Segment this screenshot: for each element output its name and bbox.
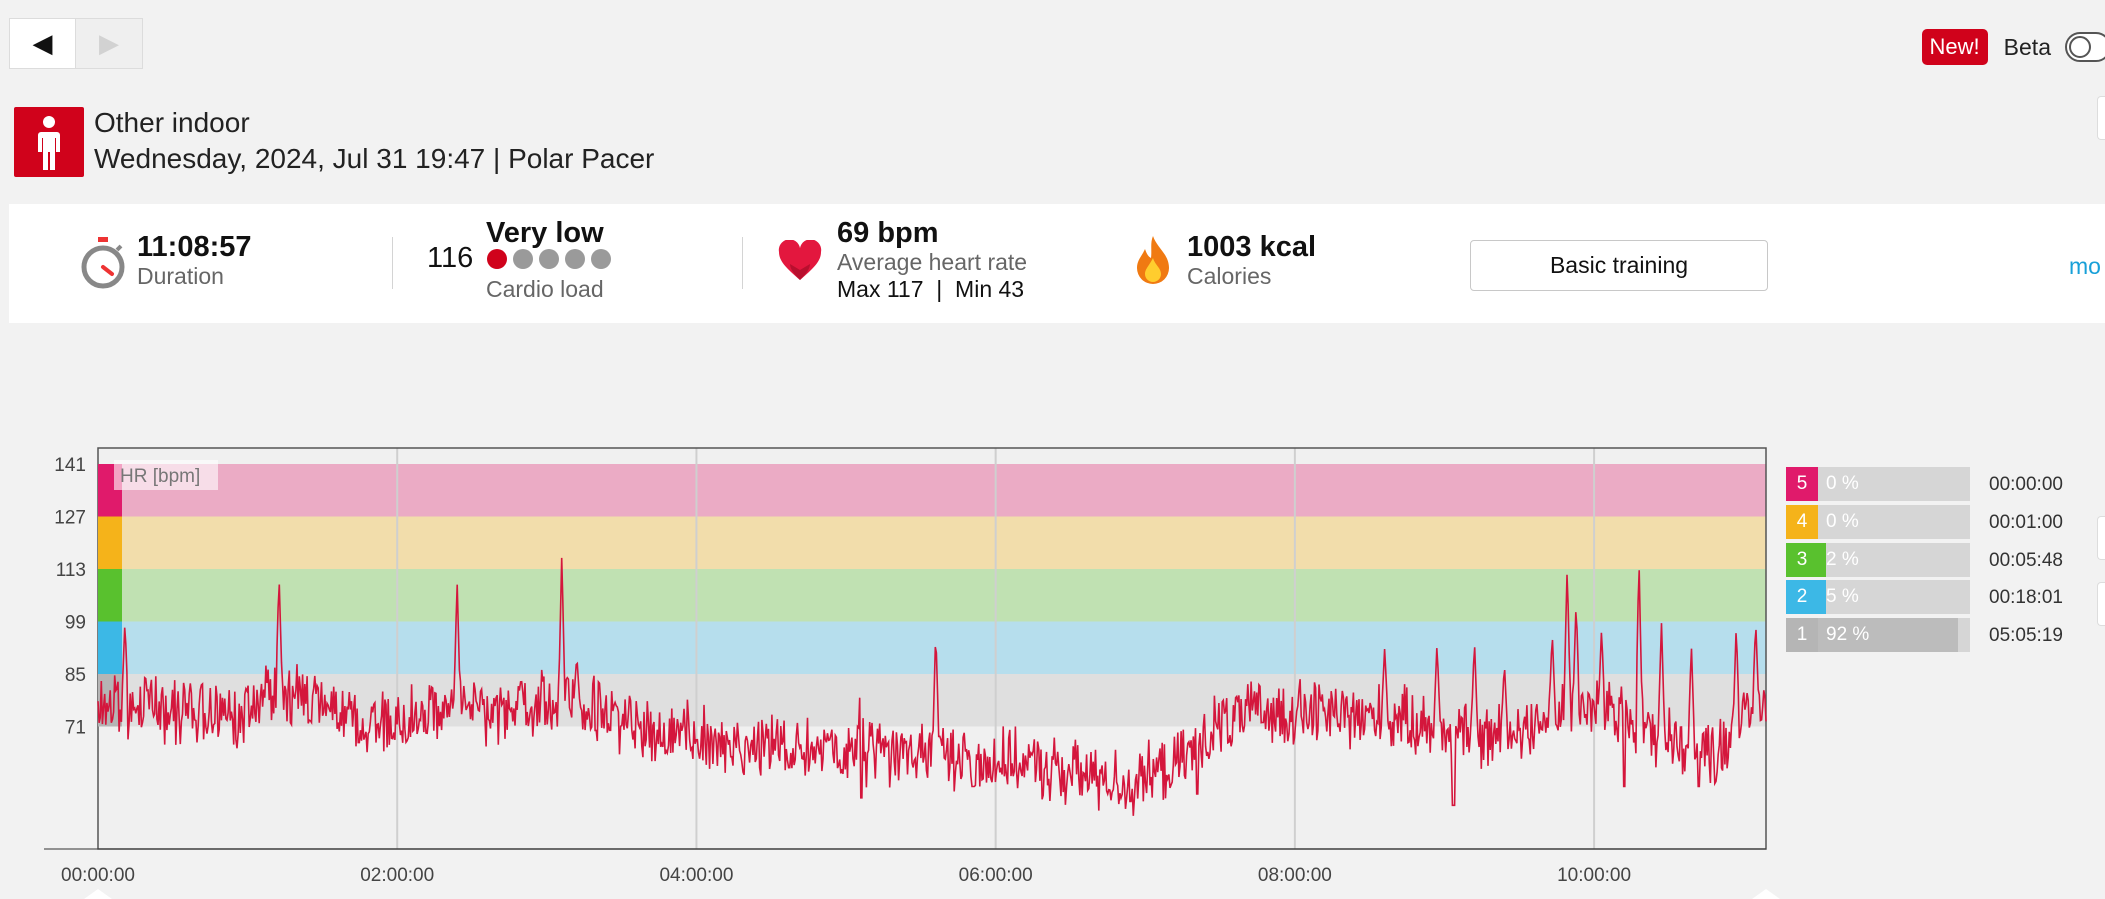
zone-time: 00:00:00 [1989, 474, 2063, 495]
duration-label: Duration [137, 263, 224, 289]
zone-band-3 [98, 569, 1766, 622]
side-panel-tab[interactable] [2097, 582, 2105, 626]
zone-number: 4 [1786, 504, 1818, 539]
zone-number: 1 [1786, 618, 1818, 653]
cardio-load-level: Very low [486, 217, 604, 249]
training-benefit-button[interactable]: Basic training [1470, 240, 1768, 291]
x-tick-label: 00:00:00 [61, 865, 135, 886]
previous-session-button[interactable]: ◀ [9, 18, 76, 69]
y-tick-label: 85 [65, 665, 86, 686]
zone-band-4 [98, 516, 1766, 569]
flame-icon [1133, 234, 1173, 293]
series-label: HR [bpm] [120, 466, 200, 487]
heart-rate-chart: 141 127 113 99 85 71 00:00:00 02:00:00 04:00:00… [44, 447, 1780, 899]
cardio-load-dots [487, 249, 611, 269]
average-heart-rate: 69 bpm [837, 217, 939, 249]
new-badge: New! [1921, 29, 1988, 65]
divider [392, 237, 393, 289]
zone-strip-3 [98, 569, 122, 622]
summary-panel: 11:08:57 Duration 116 Very low Cardio lo… [9, 204, 2105, 323]
zone-row-1: 1 92 % 05:05:19 [1786, 618, 2105, 653]
zone-row-3: 3 2 % 00:05:48 [1786, 542, 2105, 577]
cardio-load-dot [487, 249, 507, 269]
x-tick-label: 02:00:00 [360, 865, 434, 886]
cardio-load-dot [513, 249, 533, 269]
session-date-device: Wednesday, 2024, Jul 31 19:47 | Polar Pa… [94, 143, 655, 174]
beta-switch-area: New! Beta [1921, 29, 2105, 65]
forward-arrow-icon: ▶ [99, 28, 119, 58]
side-panel-tab[interactable] [2097, 516, 2105, 560]
zone-bar-fill [1818, 580, 1826, 615]
zone-strip-4 [98, 516, 122, 569]
y-tick-label: 127 [54, 508, 86, 529]
heart-icon [778, 239, 822, 287]
zone-bar: 5 % [1818, 580, 1970, 615]
zone-bar: 2 % [1818, 542, 1970, 577]
zone-number: 2 [1786, 580, 1818, 615]
zone-bar-fill [1818, 618, 1958, 653]
zone-percent: 0 % [1826, 510, 1859, 532]
max-min-heart-rate: Max 117 | Min 43 [837, 276, 1025, 302]
zone-bar: 0 % [1818, 467, 1970, 501]
beta-label: Beta [2003, 33, 2051, 60]
cardio-load-value: 116 [427, 242, 474, 274]
zone-time: 05:05:19 [1989, 625, 2063, 647]
zone-time: 00:01:00 [1989, 511, 2063, 533]
zone-time: 00:18:01 [1989, 587, 2063, 609]
back-arrow-icon: ◀ [32, 28, 53, 58]
zone-row-5: 5 0 % 00:00:00 [1786, 467, 2105, 501]
heart-rate-series-line [97, 557, 1767, 816]
zone-bar: 0 % [1818, 504, 1970, 539]
range-handle-left[interactable] [84, 889, 112, 899]
sport-name: Other indoor [94, 107, 250, 138]
y-tick-label: 99 [65, 613, 86, 634]
x-tick-label: 08:00:00 [1258, 865, 1332, 886]
zone-bar-fill [1818, 542, 1826, 577]
x-tick-label: 10:00:00 [1557, 865, 1631, 886]
calories-value: 1003 kcal [1187, 231, 1317, 263]
range-handle-right[interactable] [1752, 889, 1780, 899]
zone-percent: 2 % [1826, 548, 1859, 570]
zone-time: 00:05:48 [1989, 549, 2063, 571]
calories-label: Calories [1187, 263, 1272, 289]
zone-row-4: 4 0 % 00:01:00 [1786, 504, 2105, 539]
average-heart-rate-label: Average heart rate [837, 249, 1028, 275]
cardio-load-dot [539, 249, 559, 269]
toggle-knob [2069, 36, 2091, 58]
series-label-box [114, 460, 218, 490]
zone-band-5 [98, 464, 1766, 517]
cardio-load-label: Cardio load [486, 276, 604, 302]
zone-number: 3 [1786, 542, 1818, 577]
zone-row-2: 2 5 % 00:18:01 [1786, 580, 2105, 615]
zone-percent: 92 % [1826, 624, 1870, 646]
x-tick-label: 04:00:00 [659, 865, 733, 886]
x-tick-label: 06:00:00 [959, 865, 1033, 886]
divider [742, 237, 743, 289]
y-tick-label: 113 [56, 560, 86, 581]
zone-percent: 0 % [1826, 473, 1859, 494]
history-navigation: ◀ ▶ [9, 18, 143, 69]
cardio-load-dot [591, 249, 611, 269]
person-standing-icon [14, 107, 84, 177]
side-panel-tab[interactable] [2097, 96, 2105, 140]
zone-band-2 [98, 621, 1766, 674]
stopwatch-icon [79, 236, 127, 295]
zone-strip-2 [98, 621, 122, 674]
zone-percent: 5 % [1826, 586, 1859, 608]
y-tick-label: 141 [54, 455, 86, 476]
beta-toggle[interactable] [2065, 32, 2105, 62]
next-session-button[interactable]: ▶ [76, 18, 143, 69]
plot-background [98, 448, 1766, 849]
more-link[interactable]: mo [2069, 253, 2101, 279]
cardio-load-dot [565, 249, 585, 269]
y-tick-label: 71 [65, 718, 86, 739]
zone-number: 5 [1786, 467, 1818, 501]
zone-bar: 92 % [1818, 618, 1970, 653]
duration-value: 11:08:57 [137, 231, 252, 263]
